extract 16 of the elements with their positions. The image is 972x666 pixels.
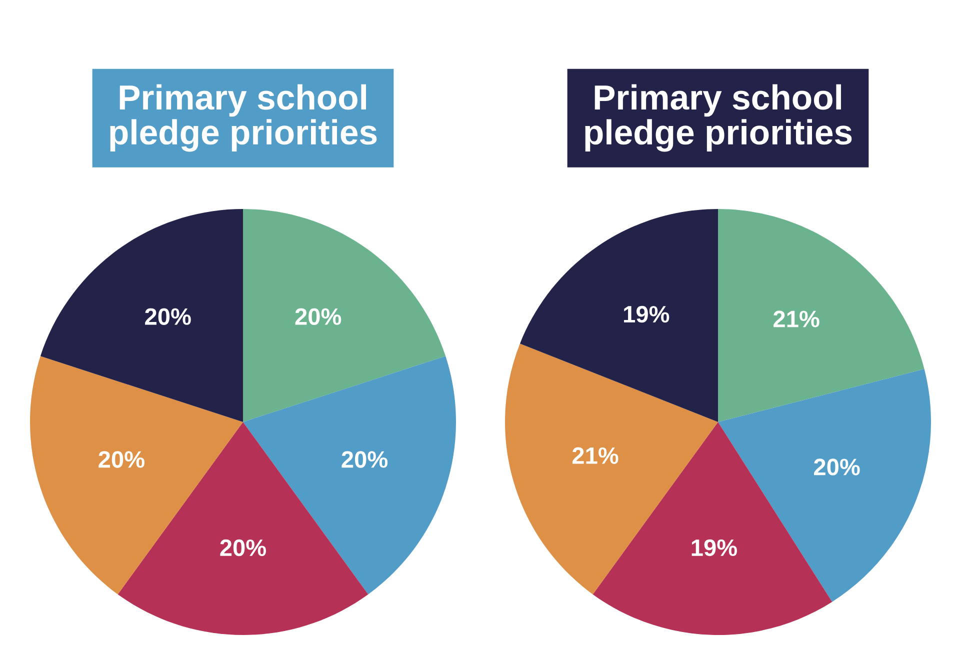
- data-label: 21%: [572, 447, 618, 464]
- data-label: 20%: [145, 308, 191, 325]
- pie-slice: [520, 209, 718, 422]
- data-label: 20%: [295, 308, 342, 325]
- pie-slice: [40, 209, 243, 422]
- data-label: 19%: [692, 539, 737, 556]
- data-label: 20%: [98, 451, 144, 468]
- data-label: 20%: [814, 458, 860, 476]
- chart-title: Primary school pledge priorities: [585, 84, 852, 152]
- pie-slice: [718, 209, 924, 422]
- chart-title: Primary school pledge priorities: [110, 84, 377, 152]
- pie-slice: [243, 209, 446, 422]
- data-label: 19%: [624, 306, 670, 323]
- data-label: 20%: [342, 451, 388, 468]
- data-label: 21%: [774, 310, 820, 328]
- data-label: 20%: [220, 539, 266, 556]
